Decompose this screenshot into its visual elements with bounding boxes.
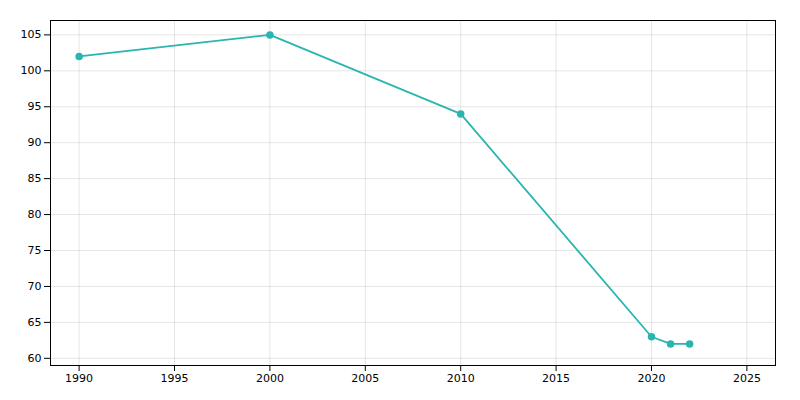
svg-text:2015: 2015 xyxy=(542,372,570,385)
svg-text:1990: 1990 xyxy=(65,372,93,385)
svg-text:85: 85 xyxy=(28,172,42,185)
svg-text:80: 80 xyxy=(28,208,42,221)
svg-text:105: 105 xyxy=(21,28,42,41)
svg-text:60: 60 xyxy=(28,352,42,365)
svg-text:2025: 2025 xyxy=(733,372,761,385)
svg-text:100: 100 xyxy=(21,64,42,77)
svg-text:2005: 2005 xyxy=(351,372,379,385)
svg-text:90: 90 xyxy=(28,136,42,149)
svg-text:2020: 2020 xyxy=(637,372,665,385)
svg-text:65: 65 xyxy=(28,316,42,329)
svg-text:75: 75 xyxy=(28,244,42,257)
svg-text:70: 70 xyxy=(28,280,42,293)
svg-text:1995: 1995 xyxy=(161,372,189,385)
svg-text:95: 95 xyxy=(28,100,42,113)
svg-text:2000: 2000 xyxy=(256,372,284,385)
svg-text:2010: 2010 xyxy=(447,372,475,385)
